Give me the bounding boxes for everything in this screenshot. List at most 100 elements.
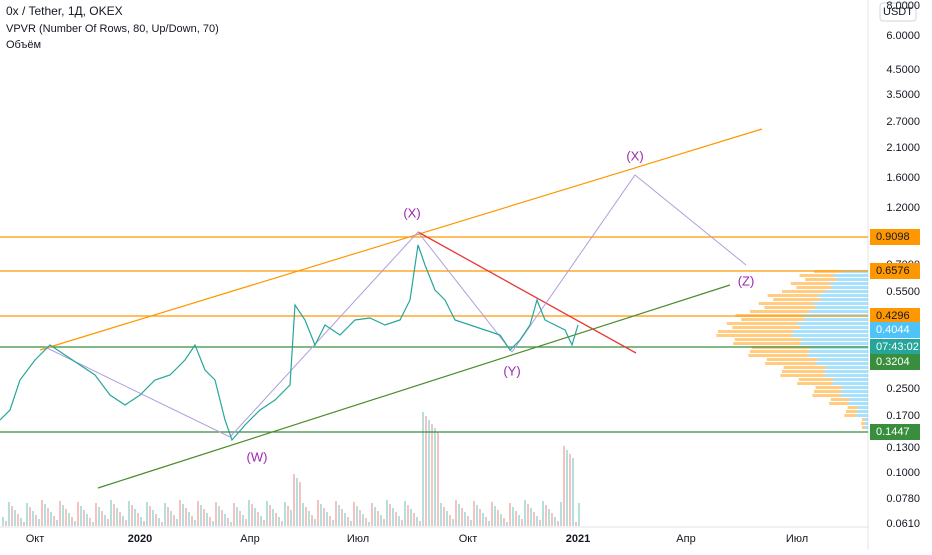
profile-bar — [793, 330, 868, 333]
profile-bar — [800, 326, 868, 329]
profile-bar — [809, 350, 868, 353]
profile-bar — [864, 422, 868, 425]
volume-bar — [101, 511, 103, 526]
volume-bar — [44, 504, 46, 526]
volume-bar — [329, 516, 331, 526]
volume-bar — [68, 513, 70, 526]
profile-bar — [797, 382, 833, 385]
profile-bar — [799, 274, 834, 277]
volume-bar — [272, 509, 274, 526]
volume-bar — [74, 521, 76, 526]
price-tag-label: 0.4296 — [876, 310, 910, 322]
profile-bar — [833, 274, 868, 277]
volume-bar — [485, 517, 487, 526]
profile-bar — [817, 294, 868, 297]
wave-label: (X) — [626, 148, 643, 163]
profile-bar — [840, 394, 868, 397]
volume-bar — [443, 507, 445, 526]
profile-bar — [732, 326, 801, 329]
time-axis-label: 2021 — [566, 533, 590, 545]
profile-bar — [816, 306, 868, 309]
profile-bar — [726, 322, 798, 325]
volume-bar — [488, 521, 490, 526]
volume-bar — [566, 450, 568, 526]
volume-bar — [425, 416, 427, 526]
profile-bar — [861, 422, 865, 425]
volume-bar — [38, 519, 40, 526]
time-axis-label: Июл — [347, 533, 369, 545]
currency-button[interactable] — [879, 2, 917, 22]
profile-bar — [824, 374, 868, 377]
profile-bar — [841, 386, 868, 389]
volume-bar — [359, 510, 361, 526]
volume-bar — [494, 506, 496, 526]
volume-bar — [506, 522, 508, 526]
volume-bar — [146, 502, 148, 526]
volume-bar — [335, 501, 337, 526]
volume-bar — [314, 519, 316, 526]
profile-bar — [857, 410, 868, 413]
volume-bar — [98, 507, 100, 526]
volume-bar — [356, 506, 358, 526]
volume-bar — [257, 512, 259, 526]
support-line — [97, 284, 731, 489]
volume-bar — [455, 500, 457, 526]
profile-bar — [848, 402, 868, 405]
price-axis-label: 0.1700 — [886, 410, 920, 422]
volume-bar — [263, 520, 265, 526]
profile-bar — [766, 358, 818, 361]
volume-bar — [428, 420, 430, 526]
volume-bar — [326, 512, 328, 526]
volume-bar — [479, 509, 481, 526]
volume-bar — [242, 515, 244, 526]
volume-bar — [311, 515, 313, 526]
price-axis-label: 1.6000 — [886, 172, 920, 184]
volume-bar — [140, 517, 142, 526]
profile-bar — [734, 338, 802, 341]
wave-path — [44, 174, 747, 438]
time-axis-label: 2020 — [128, 533, 152, 545]
resistance-line — [417, 231, 637, 354]
volume-bar — [149, 506, 151, 526]
volume-bar — [179, 500, 181, 526]
volume-bar — [572, 458, 574, 526]
volume-bar — [287, 506, 289, 526]
profile-bar — [836, 278, 868, 281]
volume-bar — [269, 505, 271, 526]
volume-bar — [191, 516, 193, 526]
profile-bar — [815, 386, 842, 389]
volume-bar — [8, 502, 10, 526]
time-axis-label: Окт — [459, 533, 478, 545]
volume-bar — [389, 504, 391, 526]
volume-bar — [413, 513, 415, 526]
profile-bar — [829, 282, 868, 285]
volume-bar — [419, 521, 421, 526]
volume-bar — [473, 501, 475, 526]
profile-bar — [825, 366, 868, 369]
volume-bar — [59, 501, 61, 526]
wave-label: (Z) — [738, 273, 755, 288]
currency-label: USDT — [883, 6, 913, 18]
price-path — [0, 244, 579, 442]
volume-bar — [323, 508, 325, 526]
volume-bar — [131, 505, 133, 526]
volume-bar — [290, 510, 292, 526]
volume-bar — [83, 510, 85, 526]
profile-bar — [816, 362, 868, 365]
volume-bar — [545, 505, 547, 526]
volume-bar — [251, 504, 253, 526]
indicator-label: Объём — [6, 39, 41, 51]
profile-bar — [857, 406, 868, 409]
volume-bar — [62, 505, 64, 526]
volume-bar — [161, 522, 163, 526]
profile-bar — [846, 410, 857, 413]
volume-bar — [560, 502, 562, 526]
volume-bar — [407, 505, 409, 526]
volume-bar — [239, 511, 241, 526]
volume-bar — [218, 506, 220, 526]
volume-bar — [527, 504, 529, 526]
profile-bar — [865, 426, 868, 429]
profile-bar — [750, 350, 809, 353]
volume-bar — [347, 517, 349, 526]
